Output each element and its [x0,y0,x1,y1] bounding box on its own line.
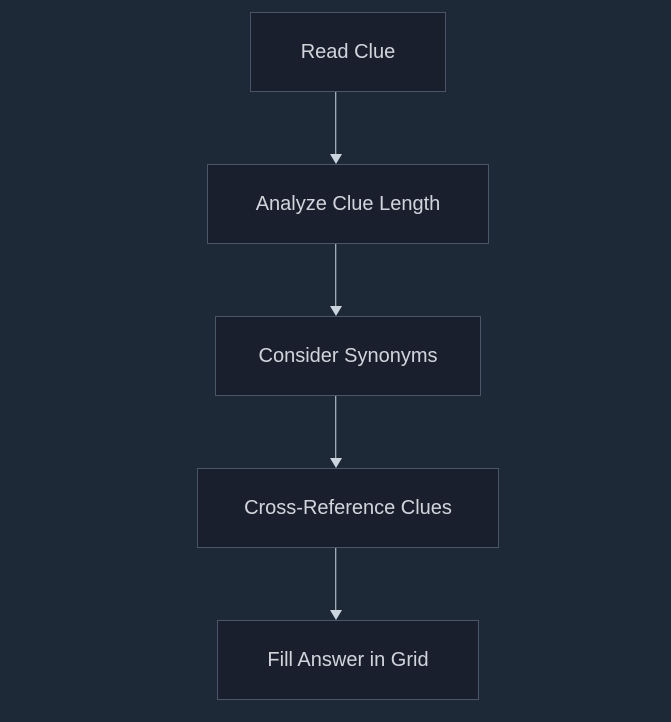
node-label: Cross-Reference Clues [244,497,452,520]
node-cross-reference: Cross-Reference Clues [197,468,499,548]
flowchart-container: Read Clue Analyze Clue Length Consider S… [0,0,671,722]
edge-1-arrow [330,154,342,164]
node-analyze-length: Analyze Clue Length [207,164,489,244]
node-label: Consider Synonyms [259,345,438,368]
edge-1-line [335,92,337,154]
edge-2-line [335,244,337,306]
node-consider-synonyms: Consider Synonyms [215,316,481,396]
edge-4-arrow [330,610,342,620]
node-fill-answer: Fill Answer in Grid [217,620,479,700]
node-read-clue: Read Clue [250,12,446,92]
edge-4-line [335,548,337,610]
node-label: Read Clue [301,41,396,64]
node-label: Fill Answer in Grid [267,649,428,672]
node-label: Analyze Clue Length [256,193,441,216]
edge-2-arrow [330,306,342,316]
edge-3-line [335,396,337,458]
edge-3-arrow [330,458,342,468]
